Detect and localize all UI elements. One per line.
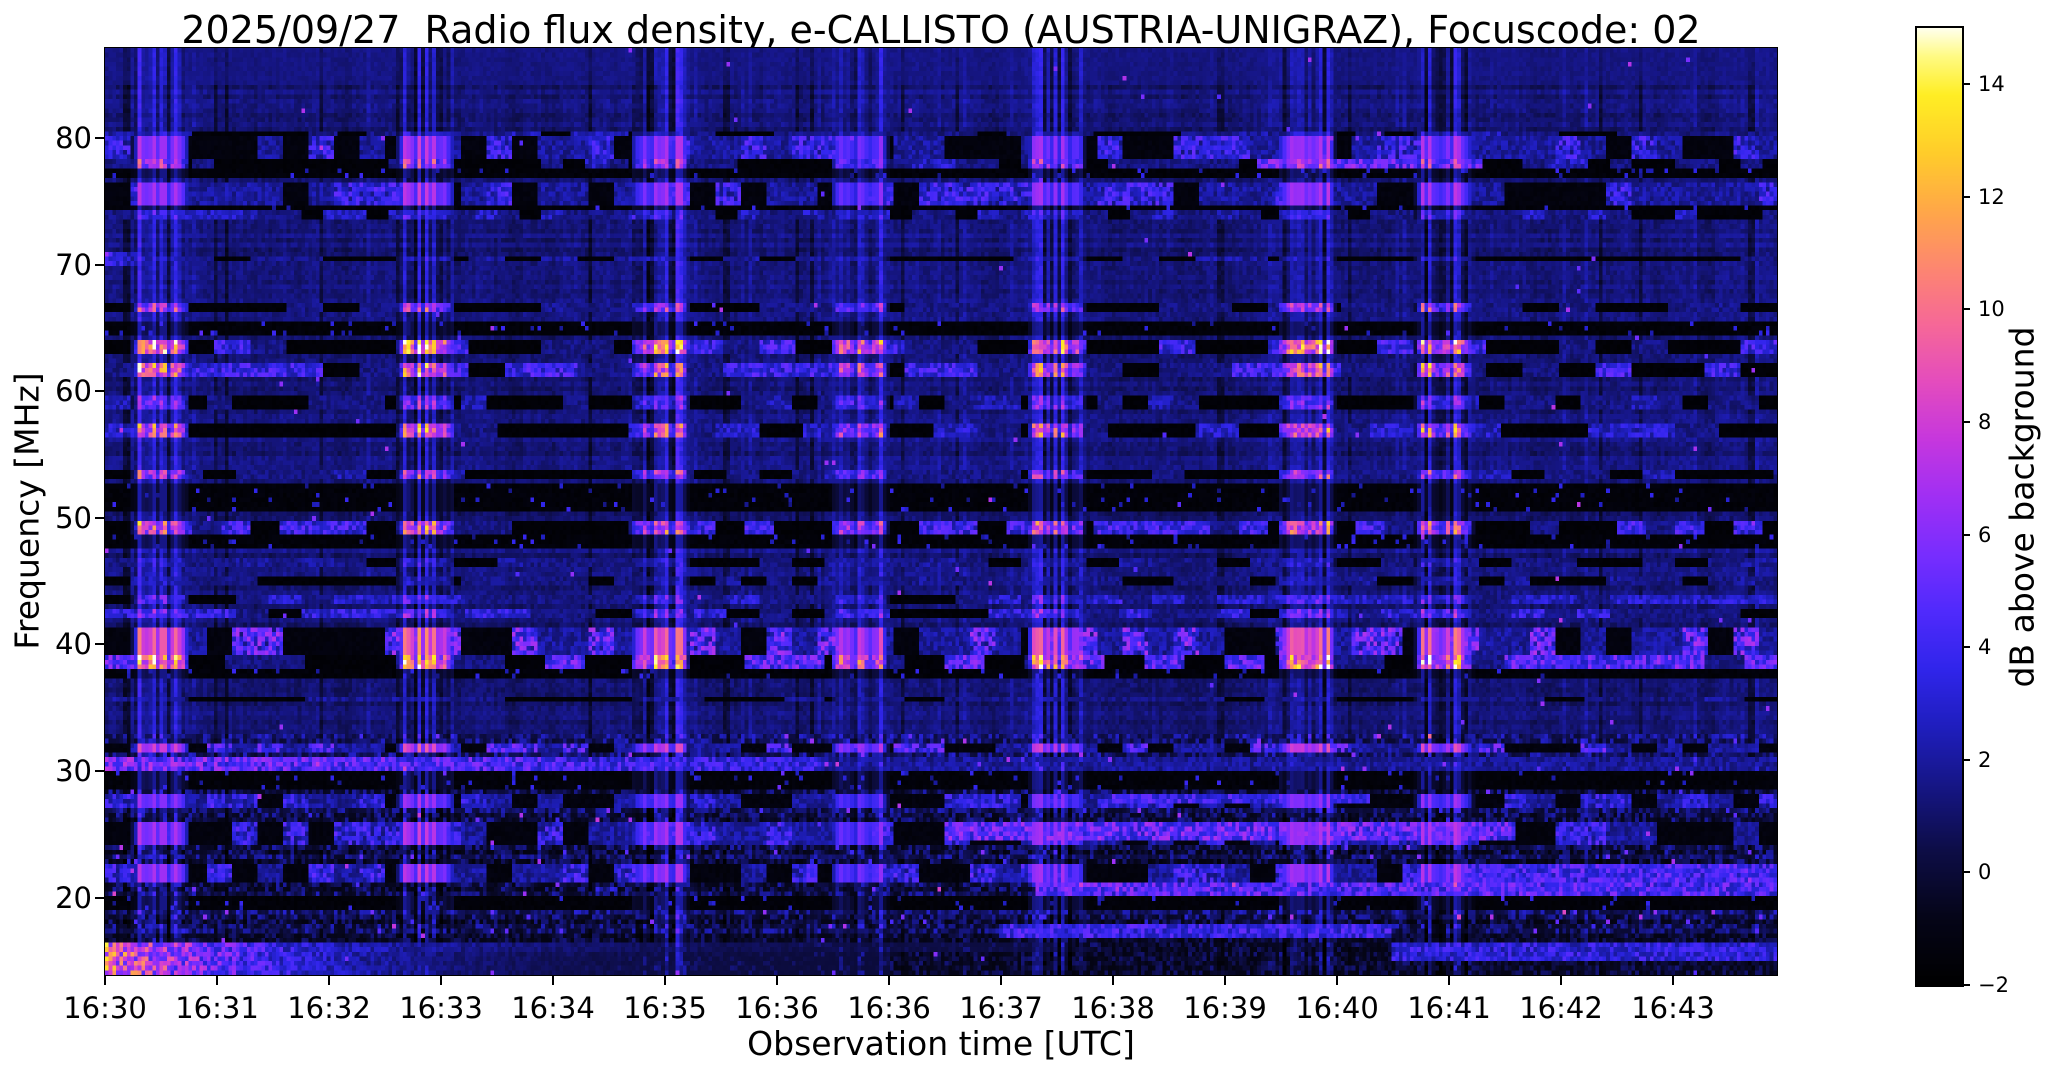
- x-tick-label: 16:40: [1295, 991, 1379, 1025]
- y-tick-mark: [95, 263, 104, 266]
- colorbar-tick-mark: [1962, 871, 1970, 874]
- y-tick-label: 50: [55, 500, 92, 535]
- x-tick-label: 16:35: [623, 991, 707, 1025]
- colorbar-tick-mark: [1962, 533, 1970, 536]
- x-tick-label: 16:39: [1183, 991, 1267, 1025]
- x-tick-label: 16:32: [287, 991, 371, 1025]
- colorbar-tick-label: 8: [1978, 410, 1992, 435]
- x-tick-label: 16:34: [511, 991, 595, 1025]
- x-tick-mark: [1112, 976, 1114, 985]
- x-axis-title: Observation time [UTC]: [747, 1024, 1135, 1063]
- x-tick-label: 16:30: [63, 991, 147, 1025]
- y-tick-mark: [95, 896, 104, 899]
- x-tick-mark: [104, 976, 106, 985]
- x-tick-mark: [552, 976, 554, 985]
- y-tick-label: 30: [55, 754, 92, 789]
- spectrogram-canvas: [104, 47, 1778, 976]
- x-tick-mark: [664, 976, 666, 985]
- y-tick-mark: [95, 390, 104, 393]
- colorbar-tick-label: 10: [1978, 297, 2005, 322]
- x-tick-mark: [888, 976, 890, 985]
- y-tick-mark: [95, 516, 104, 519]
- x-tick-mark: [440, 976, 442, 985]
- y-tick-label: 40: [55, 627, 92, 662]
- y-axis-title: Frequency [MHz]: [7, 372, 47, 650]
- x-tick-mark: [1448, 976, 1450, 985]
- colorbar-title: dB above background: [2002, 326, 2042, 688]
- y-tick-mark: [95, 136, 104, 139]
- colorbar-tick-mark: [1962, 195, 1970, 198]
- x-tick-label: 16:33: [399, 991, 483, 1025]
- colorbar-tick-label: 2: [1978, 747, 1992, 772]
- x-tick-mark: [1560, 976, 1562, 985]
- y-tick-mark: [95, 770, 104, 773]
- colorbar-tick-label: 6: [1978, 522, 1992, 547]
- x-tick-label: 16:36: [735, 991, 819, 1025]
- x-tick-label: 16:42: [1519, 991, 1603, 1025]
- colorbar-tick-mark: [1962, 646, 1970, 649]
- colorbar-tick-label: −2: [1978, 973, 2009, 997]
- y-tick-label: 70: [55, 247, 92, 282]
- x-tick-mark: [1000, 976, 1002, 985]
- x-tick-mark: [1672, 976, 1674, 985]
- x-tick-mark: [776, 976, 778, 985]
- x-tick-mark: [216, 976, 218, 985]
- x-tick-label: 16:37: [959, 991, 1043, 1025]
- x-tick-label: 16:38: [1071, 991, 1155, 1025]
- colorbar-tick-mark: [1962, 984, 1970, 986]
- y-tick-label: 20: [55, 880, 92, 915]
- colorbar-tick-mark: [1962, 421, 1970, 424]
- y-tick-label: 60: [55, 374, 92, 409]
- x-tick-label: 16:43: [1631, 991, 1715, 1025]
- colorbar-tick-mark: [1962, 308, 1970, 311]
- x-tick-label: 16:41: [1407, 991, 1491, 1025]
- x-tick-mark: [1336, 976, 1338, 985]
- x-tick-label: 16:31: [175, 991, 259, 1025]
- chart-title: 2025/09/27 Radio flux density, e-CALLIST…: [181, 8, 1701, 52]
- y-tick-label: 80: [55, 120, 92, 155]
- x-tick-mark: [328, 976, 330, 985]
- y-tick-mark: [95, 643, 104, 646]
- colorbar-tick-label: 4: [1978, 635, 1992, 660]
- x-tick-label: 16:36: [847, 991, 931, 1025]
- colorbar-gradient: [1915, 26, 1964, 987]
- x-tick-mark: [1224, 976, 1226, 985]
- colorbar-tick-label: 14: [1978, 72, 2005, 97]
- colorbar-tick-mark: [1962, 758, 1970, 761]
- colorbar-tick-mark: [1962, 83, 1970, 86]
- colorbar-tick-label: 0: [1978, 860, 1992, 885]
- colorbar-tick-label: 12: [1978, 184, 2005, 209]
